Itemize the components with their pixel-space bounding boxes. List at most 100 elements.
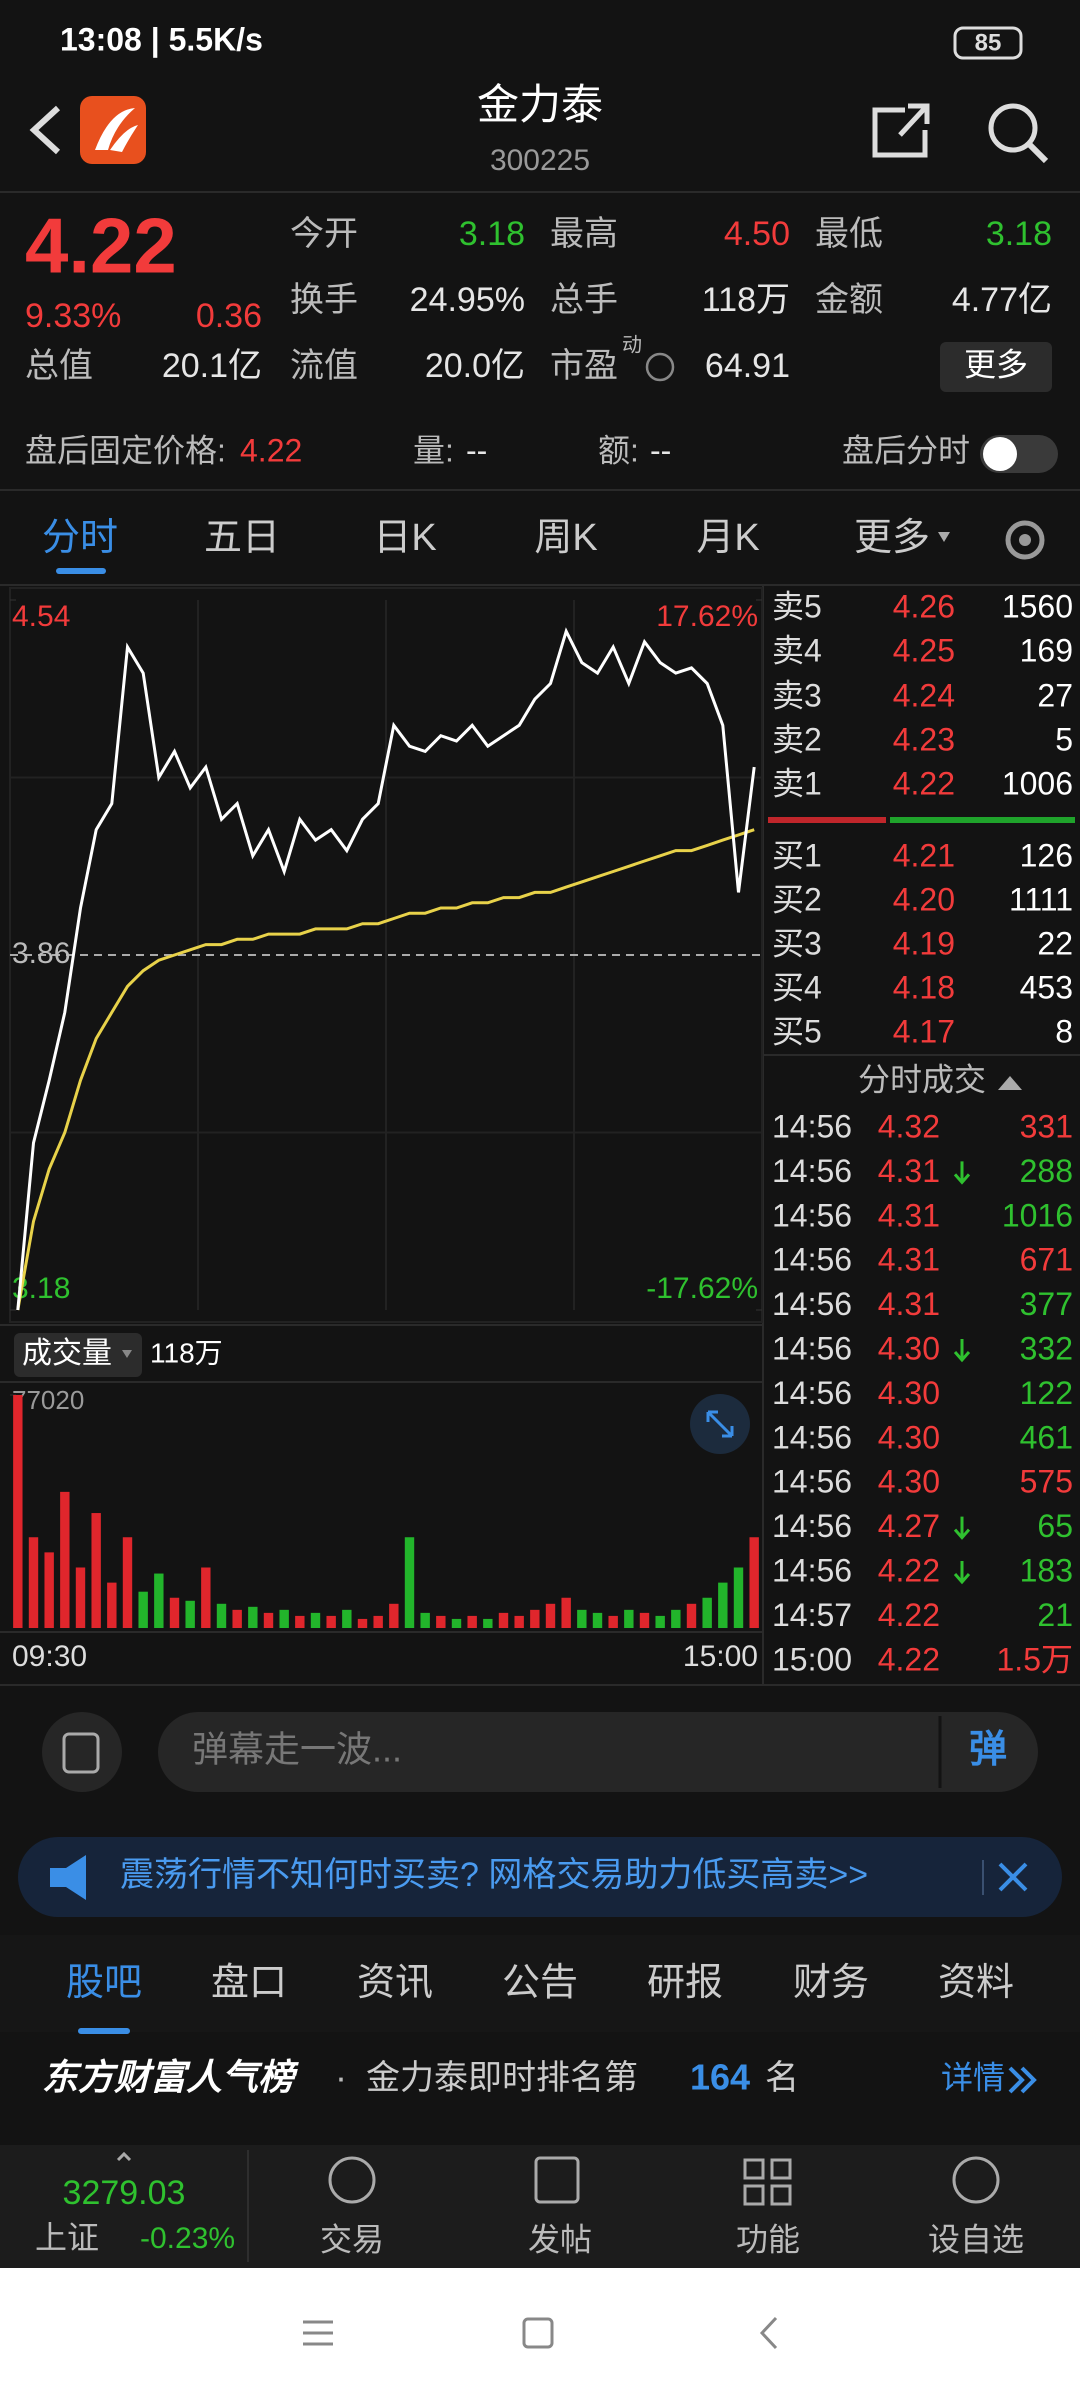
volume-bar	[185, 1600, 195, 1628]
bottom-tab[interactable]: 财务	[793, 1962, 869, 2004]
field-label: 今开	[290, 215, 358, 253]
volume-bar	[91, 1513, 101, 1628]
order-label: 买2	[772, 881, 822, 917]
order-label: 卖1	[772, 765, 822, 801]
bottom-tab[interactable]: 股吧	[66, 1962, 142, 2004]
x-label: 09:30	[12, 1640, 87, 1673]
expand-icon	[706, 1410, 734, 1438]
nav-item[interactable]: 功能	[736, 2221, 800, 2257]
volume-bar	[655, 1615, 665, 1628]
pct-tick-label: 17.62%	[656, 600, 758, 633]
volume-bar	[75, 1567, 86, 1628]
order-label: 卖2	[772, 721, 822, 757]
volume-bar	[201, 1567, 211, 1628]
buy-side-bar	[890, 817, 1075, 823]
volume-bar	[592, 1612, 603, 1628]
stock-code: 300225	[490, 144, 590, 177]
volume-selector[interactable]	[14, 1333, 142, 1377]
change-pct: 9.33%	[25, 297, 121, 335]
settings-button[interactable]	[1005, 520, 1045, 560]
trade-time: 14:56	[772, 1286, 852, 1322]
home-button[interactable]	[522, 2317, 554, 2349]
back-button[interactable]	[29, 105, 61, 155]
trade-price: 4.31	[878, 1197, 940, 1233]
bottom-tab[interactable]: 资讯	[357, 1962, 433, 2004]
bottom-tab[interactable]: 盘口	[211, 1962, 287, 2004]
pe-info-icon[interactable]	[645, 352, 675, 382]
field-value: 4.77亿	[952, 281, 1052, 319]
volume-bar	[577, 1609, 587, 1628]
trade-time: 14:56	[772, 1375, 852, 1411]
volume-bar	[357, 1618, 368, 1628]
banner[interactable]	[18, 1837, 1062, 1917]
banner-text: 震荡行情不知何时买卖? 网格交易助力低买高卖>>	[120, 1856, 868, 1894]
order-price: 4.19	[893, 925, 955, 961]
average-line	[16, 828, 755, 1311]
sell-side-bar	[768, 817, 886, 823]
field-value: 4.50	[724, 215, 790, 253]
x-label: 15:00	[683, 1640, 758, 1673]
comment-icon-button[interactable]	[42, 1712, 122, 1792]
order-price: 4.17	[893, 1013, 955, 1049]
field-label: 流值	[290, 347, 358, 385]
order-price: 4.25	[893, 632, 955, 668]
nav-item[interactable]: 交易	[320, 2221, 384, 2257]
down-arrow	[953, 1161, 971, 1185]
more-button-label[interactable]: 更多	[964, 346, 1028, 382]
trade-volume: 183	[1020, 1552, 1073, 1588]
comment-button[interactable]: 弹	[969, 1729, 1007, 1771]
comment-input[interactable]	[158, 1712, 1038, 1792]
volume-bar	[639, 1612, 650, 1628]
bottom-tab[interactable]: 研报	[647, 1962, 723, 2004]
nav-bar	[0, 2145, 1080, 2268]
banner-close[interactable]	[998, 1862, 1028, 1892]
after-hours-amt: --	[650, 432, 671, 468]
index-change: -0.23%	[140, 2222, 235, 2255]
after-hours-amt-label: 额:	[598, 432, 639, 468]
tab[interactable]: 日K	[373, 517, 436, 559]
bottom-tab[interactable]: 资料	[938, 1962, 1014, 2004]
volume-bar	[28, 1537, 39, 1628]
trades-title: 分时成交	[858, 1061, 986, 1097]
index-value: 3279.03	[63, 2174, 186, 2212]
trade-time: 14:56	[772, 1330, 852, 1366]
tab[interactable]: 分时	[42, 517, 118, 559]
tab[interactable]: 五日	[204, 517, 280, 559]
order-price: 4.23	[893, 721, 955, 757]
volume-bar	[608, 1615, 618, 1628]
more-button[interactable]	[940, 342, 1052, 392]
volume-bar	[467, 1615, 477, 1628]
volume-bar	[404, 1537, 415, 1628]
trade-volume: 1016	[1002, 1197, 1073, 1233]
tab[interactable]: 月K	[696, 517, 759, 559]
ranking-link[interactable]: 详情	[941, 2059, 1005, 2095]
back-system-button[interactable]	[759, 2316, 778, 2350]
share-button[interactable]	[872, 103, 930, 158]
order-label: 买3	[772, 925, 822, 961]
battery-level: 85	[975, 29, 1002, 56]
status-time: 13:08 | 5.5K/s	[60, 21, 263, 57]
tab[interactable]: 周K	[534, 517, 597, 559]
after-hours-vol: --	[466, 432, 487, 468]
volume-label[interactable]: 成交量	[22, 1337, 112, 1370]
nav-item[interactable]: 设自选	[928, 2221, 1024, 2257]
change: 0.36	[196, 297, 262, 335]
order-qty: 22	[1037, 925, 1073, 961]
field-value: 64.91	[705, 347, 790, 385]
trade-volume: 575	[1020, 1464, 1073, 1500]
tab[interactable]: 更多	[854, 517, 930, 559]
nav-item[interactable]: 发帖	[528, 2221, 592, 2257]
field-label: 最高	[550, 215, 618, 253]
order-label: 买4	[772, 969, 822, 1005]
field-value: 118万	[702, 281, 790, 319]
bottom-tab[interactable]: 公告	[502, 1962, 578, 2004]
volume-bar	[373, 1615, 383, 1628]
menu-button[interactable]	[303, 2320, 333, 2346]
trade-volume: 1.5万	[997, 1641, 1074, 1677]
volume-bar	[263, 1612, 274, 1628]
volume-bar	[342, 1609, 352, 1628]
volume-bar	[310, 1612, 321, 1628]
volume-bar	[530, 1609, 540, 1628]
search-button[interactable]	[988, 103, 1038, 153]
